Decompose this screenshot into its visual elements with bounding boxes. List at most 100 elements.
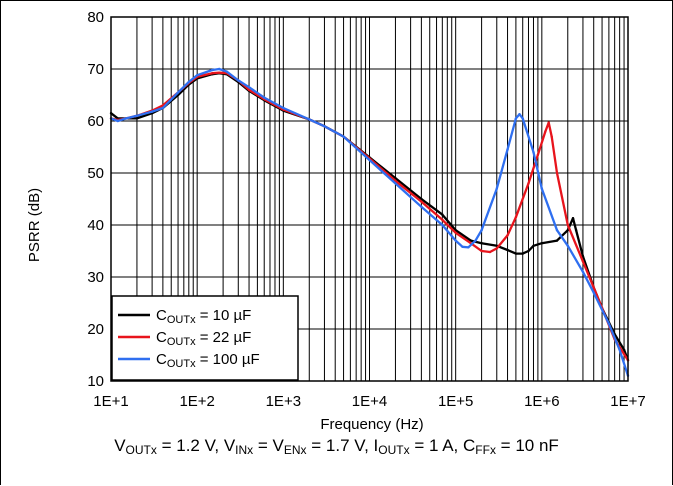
legend-label: COUTx = 22 µF <box>156 329 251 348</box>
y-tick-label: 10 <box>87 373 104 390</box>
data-point <box>420 197 423 201</box>
legend: COUTx = 10 µF COUTx = 22 µF COUTx = 100 µF <box>111 295 299 381</box>
caption-subscript: FFx <box>475 443 496 457</box>
data-point <box>211 71 214 75</box>
x-tick-label: 1E+4 <box>352 393 387 410</box>
caption-text: = V <box>253 436 284 455</box>
data-point <box>211 68 214 72</box>
data-point <box>514 252 518 255</box>
x-tick-label: 1E+6 <box>524 393 559 410</box>
data-point <box>150 110 154 113</box>
data-point <box>618 348 621 351</box>
data-point <box>521 252 524 255</box>
data-point <box>540 242 544 245</box>
data-point <box>574 229 578 232</box>
data-point <box>532 244 535 247</box>
caption-text: = 10 nF <box>495 436 559 455</box>
data-point <box>495 187 498 190</box>
y-tick-label: 80 <box>87 9 104 26</box>
data-point <box>454 239 457 242</box>
data-point <box>195 74 199 77</box>
x-tick-label: 1E+2 <box>179 393 214 410</box>
data-point <box>441 223 444 227</box>
data-point <box>135 117 139 120</box>
y-tick-label: 70 <box>87 61 104 78</box>
data-point <box>467 246 470 249</box>
data-point <box>217 71 221 74</box>
x-axis-label: Frequency (Hz) <box>320 416 423 433</box>
data-point <box>622 348 626 351</box>
data-point <box>592 286 595 289</box>
y-tick-label: 40 <box>87 217 104 234</box>
data-point <box>532 151 535 154</box>
data-point <box>518 113 521 116</box>
data-point <box>527 249 530 253</box>
y-axis-label: PSRR (dB) <box>26 188 43 262</box>
data-point <box>506 248 509 252</box>
data-point <box>420 200 423 203</box>
data-point <box>308 118 311 121</box>
legend-label: COUTx = 10 µF <box>156 307 251 326</box>
series-layer <box>109 67 630 377</box>
caption-subscript: ENx <box>283 443 307 457</box>
data-point <box>342 135 345 138</box>
data-point <box>247 86 251 89</box>
data-point <box>592 291 595 294</box>
data-point <box>480 229 483 232</box>
data-point <box>566 244 569 247</box>
data-point <box>514 216 518 219</box>
data-point <box>607 322 611 325</box>
data-point <box>480 242 483 245</box>
data-point <box>263 96 266 99</box>
y-tick-label: 20 <box>87 321 104 338</box>
x-tick-label: 1E+7 <box>610 393 645 410</box>
data-point <box>282 106 285 110</box>
data-point <box>544 130 547 133</box>
caption-subscript: OUTx <box>125 443 157 457</box>
data-point <box>116 119 120 123</box>
data-point <box>187 80 191 84</box>
y-tick-label: 50 <box>87 165 104 182</box>
data-point <box>581 255 585 258</box>
tick-labels: 1E+1 1E+2 1E+3 1E+4 1E+5 1E+6 1E+7 10 20 30 40 50 60… <box>87 9 645 410</box>
data-point <box>394 182 397 185</box>
data-point <box>461 245 464 249</box>
data-point <box>581 260 585 263</box>
data-point <box>474 239 477 242</box>
data-point <box>441 213 444 216</box>
data-point <box>135 114 139 118</box>
data-point <box>550 135 553 138</box>
test-conditions-caption: VOUTx = 1.2 V, VINx = VENx = 1.7 V, IOUT… <box>0 436 673 457</box>
x-tick-label: 1E+5 <box>438 393 473 410</box>
x-tick-label: 1E+1 <box>93 393 128 410</box>
data-point <box>536 153 540 156</box>
data-point <box>237 79 240 82</box>
data-point <box>176 91 180 94</box>
data-point <box>581 270 585 273</box>
caption-text: = 1.7 V, I <box>306 436 379 455</box>
data-point <box>368 158 371 162</box>
data-point <box>454 231 457 234</box>
data-point <box>566 223 569 227</box>
y-tick-label: 60 <box>87 113 104 130</box>
legend-label: COUTx = 100 µF <box>156 351 260 370</box>
data-point <box>506 148 509 151</box>
data-point <box>217 67 221 71</box>
data-point <box>469 239 473 242</box>
data-point <box>540 187 544 190</box>
x-tick-label: 1E+3 <box>266 393 301 410</box>
data-point <box>124 117 128 120</box>
data-point <box>514 117 518 120</box>
psrr-chart: 1E+1 1E+2 1E+3 1E+4 1E+5 1E+6 1E+7 10 20 30 40 50 60… <box>26 9 646 433</box>
data-point <box>521 117 524 120</box>
data-point <box>566 229 569 232</box>
data-point <box>480 249 483 253</box>
caption-text: V <box>114 436 126 455</box>
plot-area-border <box>110 16 629 382</box>
caption-subscript: INx <box>235 443 254 457</box>
data-point <box>506 234 509 237</box>
data-point <box>555 239 559 242</box>
y-tick-label: 30 <box>87 269 104 286</box>
data-point <box>420 205 423 208</box>
data-point <box>323 125 326 128</box>
